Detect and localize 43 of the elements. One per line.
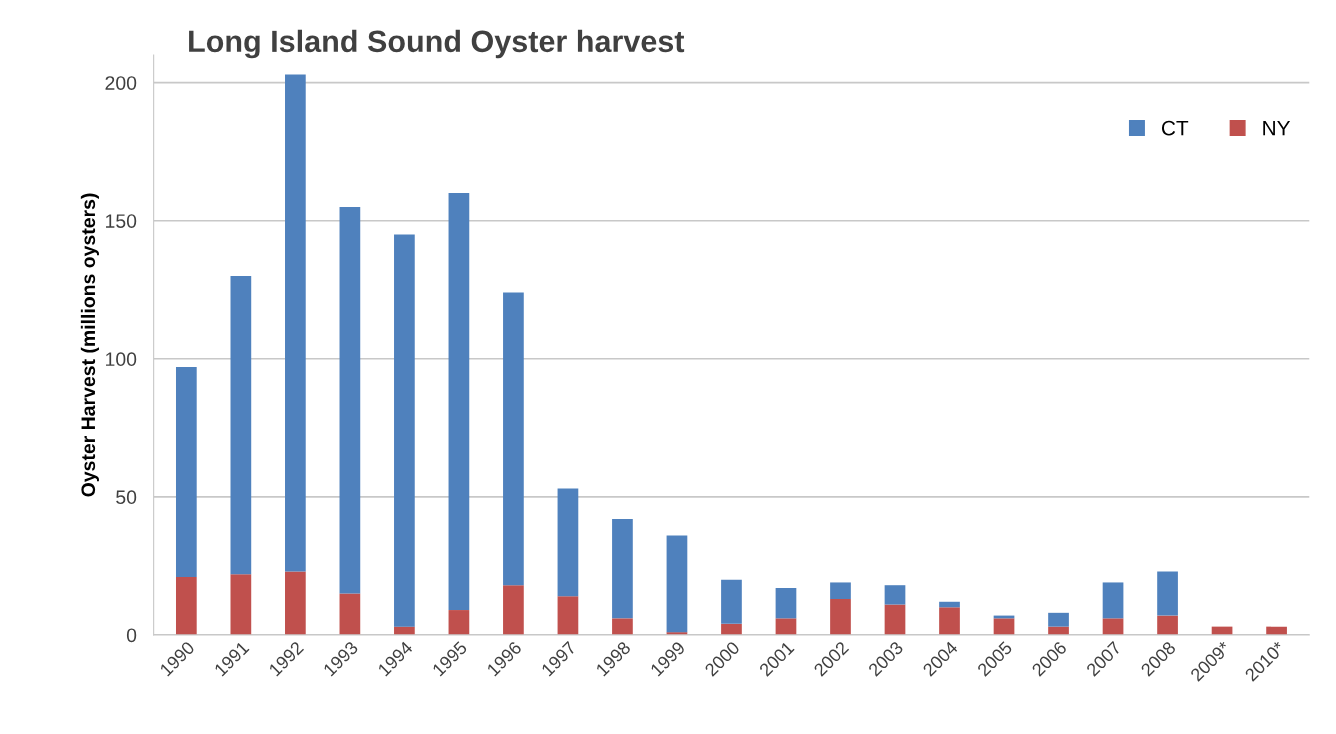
bar bbox=[230, 574, 252, 635]
bar bbox=[230, 275, 252, 575]
bar bbox=[612, 518, 633, 619]
bar bbox=[339, 593, 361, 635]
y-tick-label: 0 bbox=[126, 628, 137, 643]
bar bbox=[993, 618, 1015, 635]
bar bbox=[666, 535, 688, 633]
y-tick-label: 150 bbox=[106, 214, 137, 228]
y-tick-label: 50 bbox=[116, 490, 137, 505]
bar bbox=[394, 234, 415, 627]
y-tick-label: 100 bbox=[106, 352, 137, 367]
bar bbox=[939, 601, 960, 608]
bar bbox=[1157, 615, 1178, 635]
bar bbox=[339, 206, 361, 594]
bar bbox=[884, 604, 906, 635]
bar bbox=[775, 618, 797, 635]
legend-label: CT bbox=[1161, 120, 1189, 136]
legend-label: NY bbox=[1263, 120, 1291, 136]
bar bbox=[830, 599, 851, 635]
bar bbox=[1102, 582, 1124, 619]
bar bbox=[830, 582, 851, 600]
bar bbox=[721, 579, 742, 624]
bar bbox=[448, 610, 470, 635]
bar bbox=[175, 576, 197, 635]
bar bbox=[503, 585, 524, 635]
chart-title: Long Island Sound Oyster harvest bbox=[189, 29, 685, 59]
bar bbox=[1157, 571, 1178, 616]
bar bbox=[557, 488, 579, 597]
bar bbox=[1102, 618, 1124, 635]
bar bbox=[448, 193, 470, 611]
bar bbox=[285, 571, 306, 635]
y-axis-title: Oyster Harvest (millions oysters) bbox=[80, 193, 99, 497]
bar bbox=[557, 596, 579, 635]
bar bbox=[775, 587, 797, 619]
bar bbox=[1048, 612, 1069, 627]
y-tick-label: 200 bbox=[105, 76, 137, 90]
bar bbox=[612, 618, 633, 635]
bar bbox=[884, 585, 906, 605]
bar bbox=[939, 607, 960, 635]
bar bbox=[175, 367, 197, 577]
bar bbox=[285, 74, 306, 572]
bar bbox=[721, 623, 742, 635]
bar bbox=[503, 292, 524, 586]
